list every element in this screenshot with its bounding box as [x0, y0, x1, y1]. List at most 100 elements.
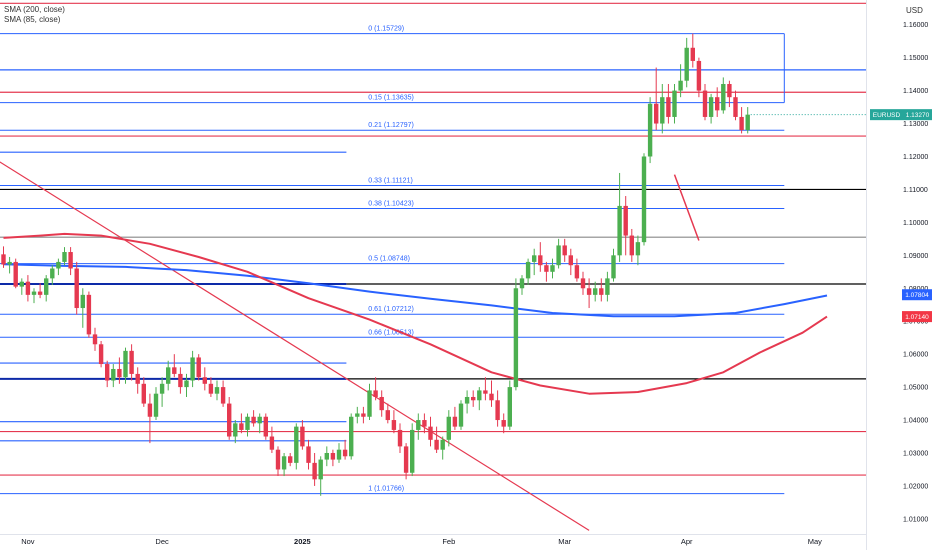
- candle[interactable]: [159, 383, 165, 394]
- candle[interactable]: [416, 420, 421, 430]
- candle[interactable]: [74, 268, 79, 309]
- candle[interactable]: [727, 84, 732, 98]
- candle[interactable]: [422, 420, 427, 427]
- candle[interactable]: [452, 416, 458, 427]
- candle[interactable]: [336, 449, 342, 460]
- candle[interactable]: [105, 364, 110, 381]
- candle[interactable]: [318, 459, 323, 480]
- candle[interactable]: [269, 436, 275, 450]
- candle[interactable]: [397, 429, 403, 447]
- candle[interactable]: [623, 205, 628, 236]
- candle[interactable]: [532, 255, 537, 262]
- candle[interactable]: [117, 368, 122, 378]
- candle[interactable]: [745, 114, 750, 131]
- candle[interactable]: [342, 449, 348, 457]
- candle[interactable]: [166, 367, 171, 384]
- candle[interactable]: [495, 400, 500, 421]
- sma-200-legend[interactable]: SMA (200, close): [4, 5, 65, 14]
- candle[interactable]: [312, 462, 317, 480]
- candle[interactable]: [483, 390, 488, 394]
- candle[interactable]: [275, 449, 281, 470]
- sma-85-legend[interactable]: SMA (85, close): [4, 15, 61, 24]
- candle[interactable]: [733, 97, 738, 117]
- candle[interactable]: [37, 291, 43, 295]
- candle[interactable]: [580, 278, 586, 289]
- candle[interactable]: [123, 350, 128, 378]
- candle[interactable]: [507, 387, 512, 427]
- candle[interactable]: [13, 261, 18, 287]
- ticker-symbol-tag[interactable]: [870, 109, 903, 121]
- candle[interactable]: [80, 294, 85, 309]
- candle[interactable]: [361, 413, 366, 417]
- candle[interactable]: [641, 156, 647, 243]
- candle[interactable]: [184, 380, 189, 388]
- candle[interactable]: [31, 291, 37, 295]
- candle[interactable]: [227, 403, 232, 437]
- candle[interactable]: [629, 235, 634, 256]
- candle[interactable]: [684, 47, 689, 81]
- candle[interactable]: [446, 416, 451, 440]
- candle[interactable]: [538, 255, 543, 266]
- candle[interactable]: [690, 47, 695, 61]
- candle[interactable]: [1, 254, 6, 265]
- candle[interactable]: [471, 396, 476, 401]
- candle[interactable]: [349, 416, 354, 457]
- candle[interactable]: [617, 205, 622, 256]
- candle[interactable]: [355, 413, 360, 417]
- candle[interactable]: [306, 446, 311, 463]
- candle[interactable]: [519, 278, 525, 289]
- candle[interactable]: [489, 393, 494, 401]
- candle[interactable]: [220, 387, 226, 404]
- trend-line[interactable]: [0, 160, 590, 531]
- indicator-price-tag[interactable]: [902, 311, 932, 323]
- candle[interactable]: [550, 265, 555, 272]
- candle[interactable]: [708, 97, 714, 117]
- candle[interactable]: [721, 84, 726, 111]
- candle[interactable]: [715, 97, 720, 111]
- indicator-price-tag[interactable]: [902, 289, 932, 301]
- candle[interactable]: [458, 403, 464, 427]
- candle[interactable]: [245, 416, 250, 430]
- candle[interactable]: [141, 383, 146, 404]
- candle[interactable]: [434, 439, 439, 450]
- candle[interactable]: [477, 390, 482, 401]
- candle[interactable]: [239, 423, 244, 430]
- candle[interactable]: [50, 268, 55, 279]
- candle[interactable]: [208, 383, 214, 394]
- candle[interactable]: [373, 390, 378, 397]
- candle[interactable]: [68, 252, 73, 269]
- candle[interactable]: [654, 103, 659, 124]
- candle[interactable]: [403, 446, 409, 473]
- candle[interactable]: [257, 416, 262, 424]
- candle[interactable]: [672, 90, 677, 117]
- candle[interactable]: [574, 265, 580, 279]
- candle[interactable]: [599, 288, 604, 295]
- candle[interactable]: [666, 97, 671, 117]
- candle[interactable]: [379, 396, 384, 411]
- candle[interactable]: [233, 423, 238, 437]
- candle[interactable]: [647, 103, 653, 157]
- sma-85-line[interactable]: [3, 232, 828, 395]
- candle[interactable]: [196, 357, 201, 378]
- candle[interactable]: [129, 350, 134, 374]
- candle[interactable]: [556, 245, 561, 266]
- candle[interactable]: [300, 426, 305, 447]
- candle[interactable]: [513, 288, 519, 388]
- candle[interactable]: [525, 261, 531, 279]
- candle[interactable]: [391, 420, 397, 430]
- last-price-tag[interactable]: [903, 109, 932, 121]
- candle[interactable]: [324, 452, 329, 460]
- candle[interactable]: [288, 456, 293, 463]
- candle[interactable]: [7, 261, 12, 265]
- candle[interactable]: [367, 390, 372, 417]
- candle[interactable]: [98, 344, 104, 365]
- candle[interactable]: [294, 426, 299, 463]
- candle[interactable]: [739, 116, 744, 131]
- candle[interactable]: [410, 429, 415, 473]
- candle[interactable]: [440, 439, 445, 450]
- candle[interactable]: [385, 410, 390, 421]
- candle[interactable]: [214, 387, 220, 394]
- candle[interactable]: [135, 373, 140, 384]
- candle[interactable]: [635, 242, 641, 256]
